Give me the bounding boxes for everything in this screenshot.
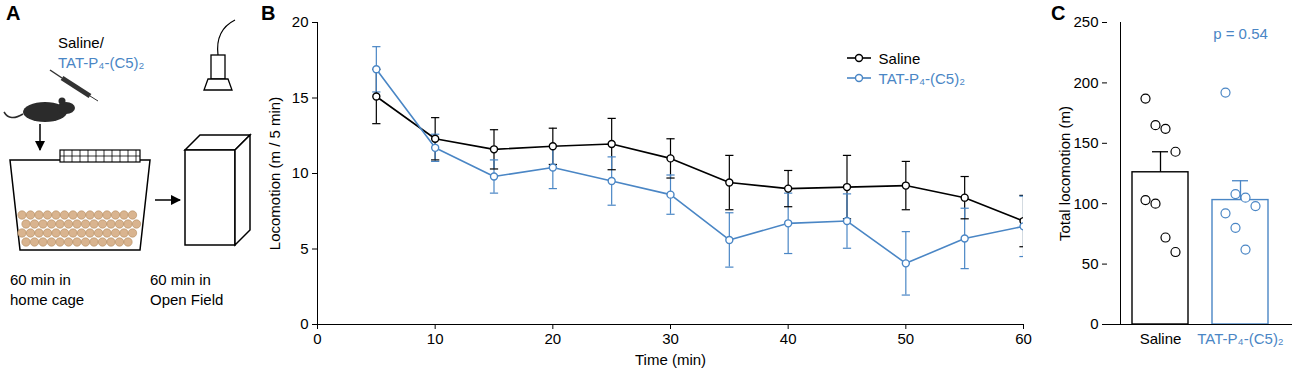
svg-text:0: 0 [313,330,321,347]
svg-text:10: 10 [292,164,309,181]
svg-text:5: 5 [300,240,308,257]
svg-text:60 min in: 60 min in [150,271,211,288]
svg-text:100: 100 [1073,195,1098,212]
svg-text:Saline/: Saline/ [58,34,105,51]
html-text:B: B [261,2,276,24]
svg-text:150: 150 [1073,134,1098,151]
svg-text:60: 60 [1015,330,1032,347]
svg-text:TAT-P₄-(C5)₂: TAT-P₄-(C5)₂ [1197,330,1284,347]
html-text:A: A [6,2,21,24]
svg-text:200: 200 [1073,74,1098,91]
svg-text:15: 15 [292,89,309,106]
svg-text:TAT-P₄-(C5)₂: TAT-P₄-(C5)₂ [58,54,145,71]
svg-text:250: 250 [1073,13,1098,30]
svg-text:Saline: Saline [1140,330,1182,347]
html-text:C: C [1051,2,1066,24]
svg-text:Locomotion (m / 5 min): Locomotion (m / 5 min) [266,97,283,250]
svg-text:Time (min): Time (min) [635,351,706,368]
svg-text:Total locomotion (m): Total locomotion (m) [1056,106,1073,241]
svg-text:20: 20 [292,13,309,30]
svg-text:30: 30 [662,330,679,347]
svg-text:p = 0.54: p = 0.54 [1213,25,1268,42]
html-text:Saline: Saline [878,49,921,67]
svg-text:home cage: home cage [10,291,84,308]
svg-text:20: 20 [544,330,561,347]
svg-text:40: 40 [780,330,797,347]
svg-text:60 min in: 60 min in [10,271,71,288]
svg-text:0: 0 [300,315,308,332]
svg-text:10: 10 [427,330,444,347]
html-text:TAT-P₄-(C5)₂: TAT-P₄-(C5)₂ [878,69,965,87]
svg-text:50: 50 [897,330,914,347]
svg-text:0: 0 [1090,315,1098,332]
svg-text:50: 50 [1082,255,1099,272]
svg-text:Open Field: Open Field [150,291,223,308]
